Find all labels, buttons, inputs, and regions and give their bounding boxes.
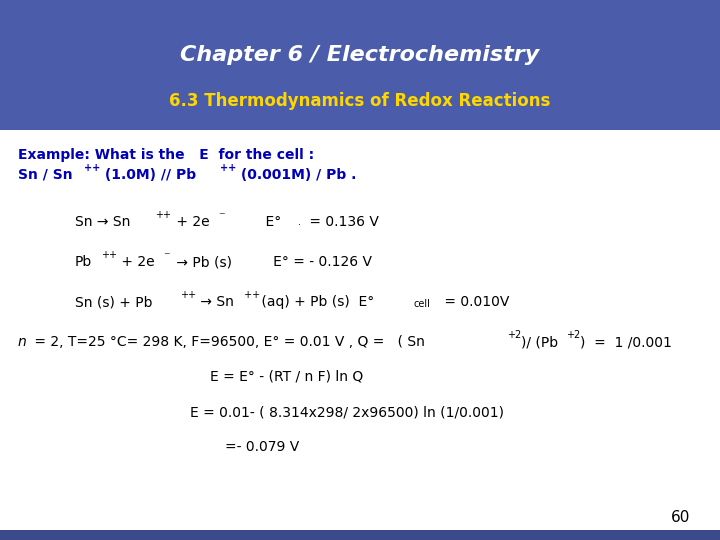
Text: ++: ++ bbox=[241, 290, 260, 300]
Text: ++: ++ bbox=[84, 163, 100, 173]
Text: + 2e: + 2e bbox=[172, 215, 210, 229]
Text: → Pb (s): → Pb (s) bbox=[172, 255, 232, 269]
Text: E = 0.01- ( 8.314x298/ 2x96500) ln (1/0.001): E = 0.01- ( 8.314x298/ 2x96500) ln (1/0.… bbox=[190, 405, 504, 419]
Text: E = E° - (RT / n F) ln Q: E = E° - (RT / n F) ln Q bbox=[210, 370, 364, 384]
Text: = 0.010V: = 0.010V bbox=[440, 295, 509, 309]
Text: + 2e: + 2e bbox=[117, 255, 155, 269]
Text: +2: +2 bbox=[566, 330, 580, 340]
Text: Pb: Pb bbox=[75, 255, 92, 269]
Text: ++: ++ bbox=[220, 163, 236, 173]
Text: ++: ++ bbox=[180, 290, 196, 300]
Text: Example: What is the   E  for the cell :: Example: What is the E for the cell : bbox=[18, 148, 314, 162]
Text: ++: ++ bbox=[155, 210, 171, 220]
Text: Sn / Sn: Sn / Sn bbox=[18, 168, 73, 182]
Text: E° = - 0.126 V: E° = - 0.126 V bbox=[260, 255, 372, 269]
Text: n: n bbox=[18, 335, 27, 349]
Text: Chapter 6 / Electrochemistry: Chapter 6 / Electrochemistry bbox=[181, 45, 539, 65]
Text: Sn → Sn: Sn → Sn bbox=[75, 215, 130, 229]
Text: (0.001M) / Pb .: (0.001M) / Pb . bbox=[236, 168, 356, 182]
Ellipse shape bbox=[17, 75, 95, 120]
Text: = 2, T=25 °C= 298 K, F=96500, E° = 0.01 V , Q =   ( Sn: = 2, T=25 °C= 298 K, F=96500, E° = 0.01 … bbox=[30, 335, 425, 349]
Text: (aq) + Pb (s)  E°: (aq) + Pb (s) E° bbox=[257, 295, 374, 309]
Text: ·: · bbox=[298, 220, 301, 230]
Text: )/ (Pb: )/ (Pb bbox=[521, 335, 558, 349]
Text: ⁻: ⁻ bbox=[218, 210, 225, 223]
Circle shape bbox=[631, 19, 704, 111]
FancyBboxPatch shape bbox=[26, 4, 86, 80]
Text: =- 0.079 V: =- 0.079 V bbox=[225, 440, 300, 454]
Text: Sn (s) + Pb: Sn (s) + Pb bbox=[75, 295, 153, 309]
Text: 60: 60 bbox=[670, 510, 690, 525]
Text: = 0.136 V: = 0.136 V bbox=[305, 215, 379, 229]
Text: (1.0M) // Pb: (1.0M) // Pb bbox=[100, 168, 196, 182]
Text: )  =  1 /0.001: ) = 1 /0.001 bbox=[580, 335, 672, 349]
Text: ⁻: ⁻ bbox=[163, 250, 170, 263]
Text: 6.3 Thermodynamics of Redox Reactions: 6.3 Thermodynamics of Redox Reactions bbox=[169, 92, 551, 110]
Text: ++: ++ bbox=[101, 250, 117, 260]
Text: +2: +2 bbox=[507, 330, 521, 340]
Text: → Sn: → Sn bbox=[196, 295, 234, 309]
Circle shape bbox=[621, 6, 715, 124]
FancyBboxPatch shape bbox=[11, 0, 100, 130]
Text: cell: cell bbox=[414, 299, 431, 309]
Text: E°: E° bbox=[248, 215, 282, 229]
